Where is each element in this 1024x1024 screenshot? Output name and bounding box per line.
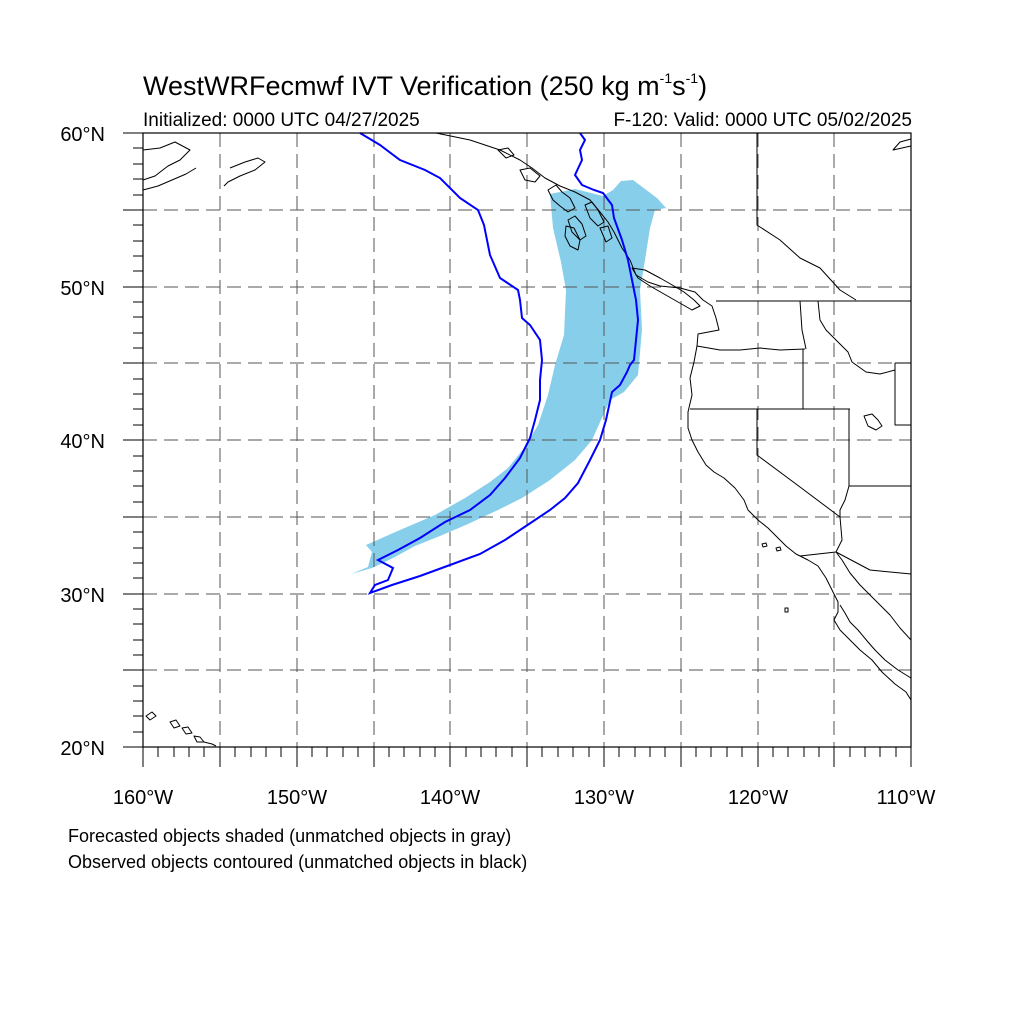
lon-label-140w: 140°W [420,787,480,809]
lat-label-20n: 20°N [60,738,105,760]
lon-label-160w: 160°W [113,787,173,809]
observed-legend-note: Observed objects contoured (unmatched ob… [68,852,528,872]
lat-label-40n: 40°N [60,431,105,453]
lon-label-110w: 110°W [877,787,936,809]
lon-label-120w: 120°W [728,787,788,809]
lon-label-130w: 130°W [574,787,634,809]
map-title: WestWRFecmwf IVT Verification (250 kg m-… [143,70,708,101]
lat-label-50n: 50°N [60,278,105,300]
lat-label-60n: 60°N [60,124,105,146]
lon-label-150w: 150°W [267,787,327,809]
initialized-label: Initialized: 0000 UTC 04/27/2025 [143,110,420,131]
observed-ivt-contour [359,132,640,595]
axis-ticks [123,132,912,767]
forecast-legend-note: Forecasted objects shaded (unmatched obj… [68,826,512,846]
valid-time-label: F-120: Valid: 0000 UTC 05/02/2025 [613,110,912,131]
lat-label-30n: 30°N [60,585,105,607]
coastlines-and-borders [142,132,912,747]
forecast-ivt-object [351,180,666,574]
lat-lon-grid [143,133,911,747]
